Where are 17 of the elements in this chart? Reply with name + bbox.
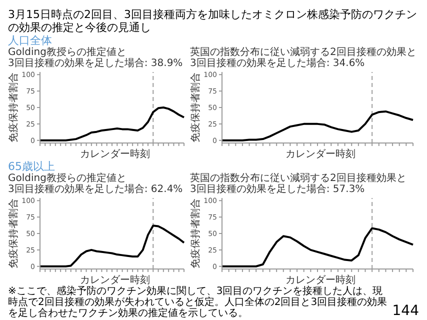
y-axis-title: 免疫保持者割合: [8, 72, 20, 142]
text: 65歳以上: [8, 160, 55, 173]
x-axis-title: カレンダー時刻: [284, 275, 356, 286]
y-axis-title: 免疫保持者割合: [190, 198, 202, 268]
y-axis-title: 免疫保持者割合: [8, 198, 20, 268]
text: 144: [391, 303, 419, 319]
x-axis-title: カレンダー時刻: [79, 149, 151, 160]
y-axis-title: 免疫保持者割合: [190, 72, 202, 142]
x-axis-title: カレンダー時刻: [79, 275, 150, 286]
x-axis-title: カレンダー時刻: [284, 149, 356, 160]
chart-title: Golding教授らの推定値と 3回目接種の効果を足した場合: 62.4%: [8, 173, 184, 195]
chart-title: 英国の指数分布に従い減弱する2回目接種の効果と 3回目接種の効果を足した場合: 34.6%: [190, 47, 418, 69]
chart-title: Golding教授らの推定値と 3回目接種の効果を足した場合: 38.9%: [8, 47, 184, 69]
text: ※ここで、感染予防のワクチン効果に関して、3回目のワクチンを接種した人は、現時点で2回目接種の効果が失われていると仮定。人口全体の2回目と3回目接種の効果を足し合わせたワクチン効果の推定値を示している。: [8, 286, 388, 319]
text: 人口全体: [8, 34, 52, 47]
text: 3月15日時点の2回目、3回目接種両方を加味したオミクロン株感染予防のワクチンの効果の推定と今後の見通し: [8, 8, 418, 34]
chart-title: 英国の指数分布に従い減弱する2回目接種効果と 3回目接種の効果を足した場合: 57.3%: [190, 173, 408, 195]
